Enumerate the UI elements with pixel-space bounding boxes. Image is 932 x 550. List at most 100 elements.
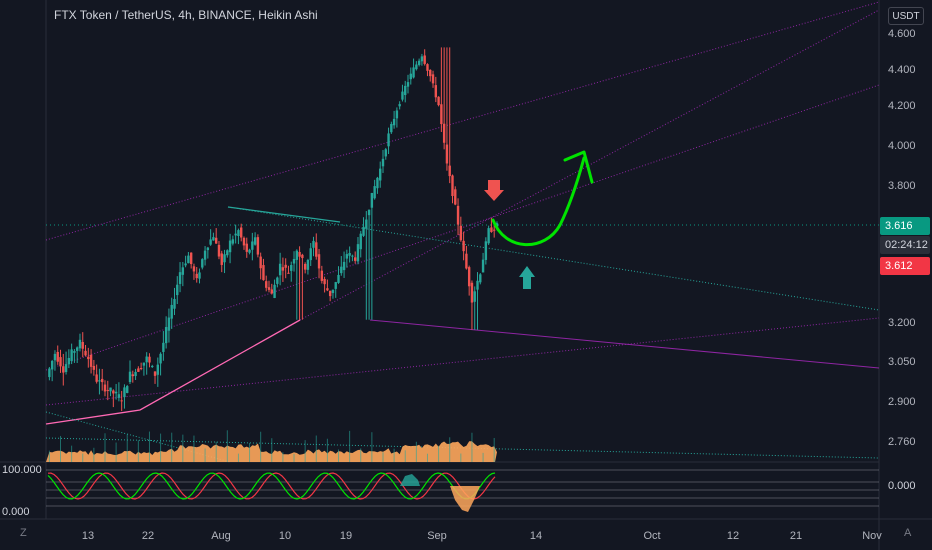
- candle-body: [148, 356, 151, 363]
- candle-body: [309, 248, 312, 261]
- candle-body: [151, 365, 154, 368]
- candle-body: [398, 104, 401, 107]
- candle-body: [484, 241, 488, 260]
- price-tick-label: 2.900: [888, 396, 916, 408]
- candle-body: [429, 69, 432, 77]
- candle-body: [89, 354, 93, 367]
- candle-body: [351, 255, 354, 257]
- forecast-arrowhead-icon: [563, 150, 594, 184]
- time-tick-label: Nov: [862, 530, 882, 542]
- candle-body: [167, 317, 171, 331]
- trendline-teal-base: [45, 437, 880, 459]
- candle-body: [95, 374, 98, 382]
- candle-body: [114, 391, 118, 394]
- candle-body: [415, 64, 418, 70]
- candle-body: [337, 274, 340, 283]
- candle-body: [437, 96, 440, 106]
- candle-body: [342, 261, 346, 271]
- candle-body: [137, 368, 140, 372]
- candle-body: [312, 240, 315, 248]
- candle-body: [295, 250, 299, 260]
- candle-body: [470, 282, 474, 303]
- candle-body: [134, 371, 137, 377]
- candle-body: [84, 350, 87, 356]
- indicator-signal-line: [47, 472, 496, 500]
- candle-body: [362, 226, 365, 236]
- candle-body: [459, 225, 463, 241]
- candle-body: [87, 356, 90, 360]
- price-tick-label: 4.200: [888, 100, 916, 112]
- candle-body: [417, 60, 421, 65]
- candle-body: [256, 237, 260, 255]
- candle-body: [220, 253, 223, 265]
- candle-body: [170, 304, 173, 319]
- candle-body: [451, 175, 454, 197]
- indicator-axis-value: 0.000: [888, 480, 916, 492]
- candle-body: [326, 288, 329, 291]
- candle-body: [379, 168, 382, 181]
- candle-body: [192, 266, 196, 272]
- candle-body: [465, 253, 468, 269]
- candle-body: [159, 353, 162, 364]
- chart-title: FTX Token / TetherUS, 4h, BINANCE, Heiki…: [54, 8, 318, 22]
- price-tick-label: 3.200: [888, 317, 916, 329]
- candle-body: [181, 267, 185, 275]
- zoom-corner-button[interactable]: Z: [20, 527, 27, 539]
- candle-body: [270, 289, 273, 294]
- volume-area: [46, 441, 497, 462]
- trendline-steep: [299, 9, 880, 321]
- candle-body: [145, 356, 148, 363]
- candle-body: [401, 91, 404, 100]
- candle-body: [234, 233, 237, 236]
- candle-body: [123, 387, 126, 398]
- candle-body: [245, 243, 248, 252]
- candle-body: [70, 349, 73, 361]
- candle-body: [306, 260, 310, 270]
- candle-body: [153, 371, 157, 376]
- last-price-red-label: 3.612: [880, 257, 930, 275]
- candle-body: [317, 254, 321, 269]
- candle-body: [292, 258, 296, 264]
- candle-body: [423, 55, 426, 64]
- candle-body: [426, 64, 429, 71]
- trendline-teal-resistance: [227, 206, 880, 311]
- time-tick-label: Oct: [643, 530, 660, 542]
- candle-body: [404, 85, 407, 96]
- time-tick-label: 13: [82, 530, 94, 542]
- candle-body: [315, 242, 318, 257]
- candle-body: [120, 400, 123, 402]
- time-tick-label: 12: [727, 530, 739, 542]
- candle-body: [284, 264, 287, 268]
- candle-body: [253, 237, 257, 245]
- sell-arrow-icon: [484, 180, 504, 201]
- time-tick-label: 21: [790, 530, 802, 542]
- time-tick-label: Sep: [427, 530, 447, 542]
- candle-body: [164, 327, 168, 344]
- candle-body: [67, 358, 71, 365]
- candle-body: [59, 357, 62, 367]
- candle-body: [473, 291, 476, 302]
- candle-body: [78, 339, 82, 349]
- candle-body: [373, 186, 376, 199]
- candle-body: [331, 289, 335, 294]
- candle-body: [126, 386, 129, 393]
- time-tick-label: 22: [142, 530, 154, 542]
- candle-body: [345, 254, 349, 259]
- candle-body: [395, 110, 399, 119]
- auto-scale-button[interactable]: A: [904, 527, 912, 539]
- last-price-green-label: 3.616: [880, 217, 930, 235]
- currency-button[interactable]: USDT: [888, 7, 924, 25]
- candle-body: [176, 284, 179, 296]
- candle-body: [420, 56, 424, 62]
- candle-body: [217, 244, 221, 257]
- trendline-teal-top: [227, 206, 341, 223]
- candle-body: [392, 118, 396, 126]
- candle-body: [340, 266, 343, 274]
- candle-body: [62, 366, 65, 373]
- candle-body: [278, 263, 282, 276]
- candle-body: [201, 259, 204, 268]
- price-tick-label: 3.050: [888, 356, 916, 368]
- indicator-histogram-teal: [400, 474, 420, 486]
- candle-body: [75, 347, 79, 351]
